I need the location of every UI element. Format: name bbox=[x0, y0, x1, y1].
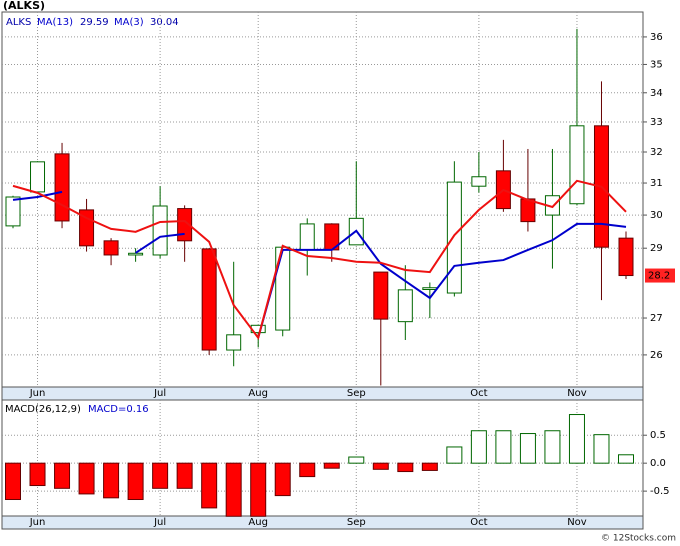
last-price-label: 28.2 bbox=[648, 271, 670, 282]
macd-bar bbox=[103, 462, 120, 499]
candle-body bbox=[422, 287, 438, 290]
macd-bar bbox=[446, 446, 463, 464]
footer: © 12Stocks.com bbox=[601, 534, 676, 544]
x-tick-label: Sep bbox=[347, 388, 366, 399]
macd-bar bbox=[568, 414, 585, 464]
x-tick-label: Oct bbox=[470, 517, 487, 528]
macd-bar bbox=[299, 462, 316, 478]
macd-bar bbox=[176, 462, 193, 489]
y-tick-label: 0.5 bbox=[650, 430, 666, 441]
price-panel bbox=[1, 11, 644, 388]
macd-title: MACD(26,12,9) bbox=[5, 404, 81, 415]
x-tick-label: Nov bbox=[567, 517, 587, 528]
y-tick-label: -0.5 bbox=[650, 486, 670, 497]
macd-bar bbox=[348, 456, 365, 464]
candle-body bbox=[103, 240, 119, 256]
candle-body bbox=[275, 246, 291, 331]
ma-line bbox=[12, 179, 627, 341]
x-tick-label: Jun bbox=[29, 388, 46, 399]
last-price-box bbox=[645, 268, 675, 283]
macd-bar bbox=[78, 462, 95, 495]
x-tick-label: Oct bbox=[470, 388, 487, 399]
legend-label: MA(3) bbox=[114, 17, 144, 28]
candle-body bbox=[201, 248, 217, 351]
macd-bar bbox=[519, 433, 536, 464]
legend-label: MA(13) bbox=[37, 17, 73, 28]
legend-value: 29.59 bbox=[80, 17, 109, 28]
y-tick-label: 30 bbox=[650, 210, 663, 221]
macd-bar bbox=[470, 430, 487, 464]
candle-body bbox=[618, 237, 634, 277]
x-tick-label: Jul bbox=[153, 388, 166, 399]
candle-body bbox=[54, 153, 70, 222]
macd-bar bbox=[152, 462, 169, 489]
macd-bar bbox=[29, 462, 46, 487]
macd-bar bbox=[250, 462, 267, 517]
candle-body bbox=[226, 334, 242, 351]
date-band bbox=[1, 386, 644, 401]
date-band bbox=[1, 515, 644, 530]
macd-bar bbox=[54, 462, 71, 489]
macd-bar bbox=[225, 462, 242, 517]
y-tick-label: 36 bbox=[650, 32, 663, 43]
x-tick-label: Aug bbox=[248, 517, 268, 528]
macd-bar bbox=[593, 434, 610, 464]
y-tick-label: 27 bbox=[650, 313, 663, 324]
chart-title: (ALKS) bbox=[3, 0, 45, 12]
macd-bar bbox=[127, 462, 144, 501]
macd-bar bbox=[274, 462, 291, 497]
ma-line bbox=[12, 190, 627, 339]
candle-body bbox=[569, 125, 585, 205]
macd-bar bbox=[201, 462, 218, 509]
macd-bar bbox=[421, 462, 438, 471]
symbol: ALKS bbox=[6, 17, 31, 28]
candle-body bbox=[177, 208, 193, 242]
y-tick-label: 35 bbox=[650, 59, 663, 70]
y-tick-label: 0.0 bbox=[650, 458, 666, 469]
macd-label: MACD=0.16 bbox=[88, 404, 149, 415]
macd-bar bbox=[618, 454, 634, 464]
candle-body bbox=[128, 252, 144, 256]
candle-body bbox=[30, 161, 46, 193]
macd-bar bbox=[495, 430, 512, 464]
candle-body bbox=[471, 176, 487, 187]
macd-bar bbox=[397, 462, 414, 473]
x-tick-label: Nov bbox=[567, 388, 587, 399]
candle-body bbox=[299, 223, 315, 251]
candle-body bbox=[5, 196, 21, 227]
y-tick-label: 26 bbox=[650, 350, 663, 361]
y-tick-label: 32 bbox=[650, 147, 663, 158]
macd-bar bbox=[323, 462, 340, 469]
candle-body bbox=[152, 205, 168, 256]
y-tick-label: 29 bbox=[650, 243, 663, 254]
macd-bar bbox=[372, 462, 389, 470]
x-tick-label: Jun bbox=[29, 517, 46, 528]
x-tick-label: Sep bbox=[347, 517, 366, 528]
legend-value: 30.04 bbox=[150, 17, 179, 28]
macd-bar bbox=[5, 462, 21, 501]
candle-body bbox=[446, 181, 462, 294]
macd-bar bbox=[544, 430, 561, 464]
x-tick-label: Jul bbox=[153, 517, 166, 528]
y-tick-label: 33 bbox=[650, 117, 663, 128]
candle-body bbox=[373, 271, 389, 320]
y-tick-label: 34 bbox=[650, 88, 663, 99]
x-tick-label: Aug bbox=[248, 388, 268, 399]
candle-body bbox=[397, 289, 413, 323]
y-tick-label: 31 bbox=[650, 178, 663, 189]
